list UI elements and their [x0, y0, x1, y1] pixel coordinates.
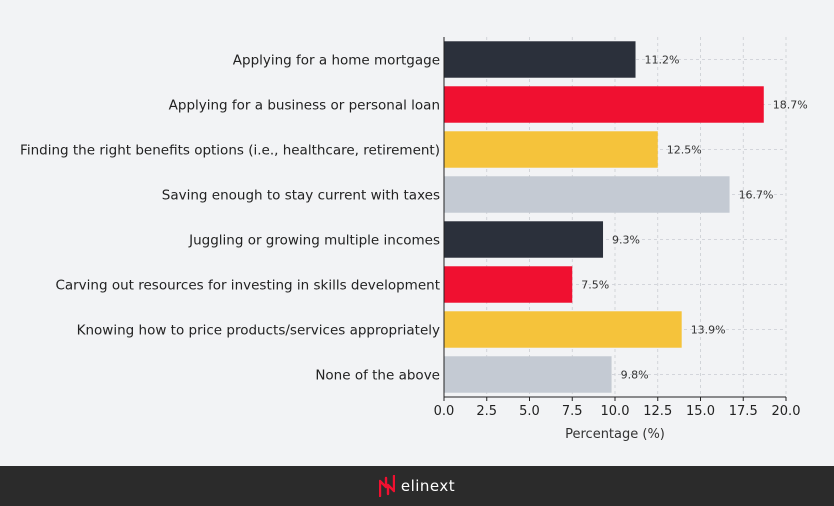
- category-label-7: Knowing how to price products/services a…: [77, 323, 440, 339]
- data-label-8: 9.8%: [621, 369, 649, 382]
- bar-7: [444, 311, 682, 348]
- brand-text: elinext: [400, 477, 456, 495]
- category-label-2: Applying for a business or personal loan: [169, 98, 440, 114]
- x-tick-label-0: 0.0: [434, 404, 455, 419]
- x-tick-label-6: 15.0: [686, 404, 715, 419]
- x-tick-label-4: 10.0: [601, 404, 630, 419]
- bar-chart: Applying for a home mortgage 11.2% Applyin…: [20, 37, 808, 442]
- category-label-5: Juggling or growing multiple incomes: [188, 233, 440, 249]
- chart-area: Applying for a home mortgage 11.2% Applyin…: [20, 37, 808, 442]
- bar-8: [444, 356, 612, 393]
- data-label-7: 13.9%: [691, 324, 726, 337]
- category-label-8: None of the above: [315, 368, 440, 384]
- data-label-1: 11.2%: [645, 54, 680, 67]
- x-tick-label-5: 12.5: [643, 404, 672, 419]
- data-label-6: 7.5%: [581, 279, 609, 292]
- x-tick-label-8: 20.0: [772, 404, 801, 419]
- data-label-4: 16.7%: [739, 189, 774, 202]
- bar-6: [444, 266, 573, 303]
- data-label-2: 18.7%: [773, 99, 808, 112]
- elinext-logo-icon: [378, 475, 395, 497]
- bar-3: [444, 131, 658, 168]
- category-label-3: Finding the right benefits options (i.e.…: [20, 143, 440, 159]
- footer-bar: elinext: [0, 466, 834, 506]
- x-tick-label-3: 7.5: [562, 404, 583, 419]
- x-tick-label-7: 17.5: [729, 404, 758, 419]
- bar-1: [444, 41, 636, 78]
- bar-4: [444, 176, 730, 213]
- data-label-5: 9.3%: [612, 234, 640, 247]
- category-label-4: Saving enough to stay current with taxes: [162, 188, 440, 204]
- data-label-3: 12.5%: [667, 144, 702, 157]
- category-label-1: Applying for a home mortgage: [233, 53, 440, 69]
- category-label-6: Carving out resources for investing in s…: [55, 278, 440, 294]
- x-tick-label-1: 2.5: [476, 404, 497, 419]
- x-axis-title: Percentage (%): [565, 427, 665, 442]
- brand-logo[interactable]: elinext: [378, 475, 456, 497]
- bar-2: [444, 86, 764, 123]
- x-tick-label-2: 5.0: [519, 404, 540, 419]
- bar-5: [444, 221, 604, 258]
